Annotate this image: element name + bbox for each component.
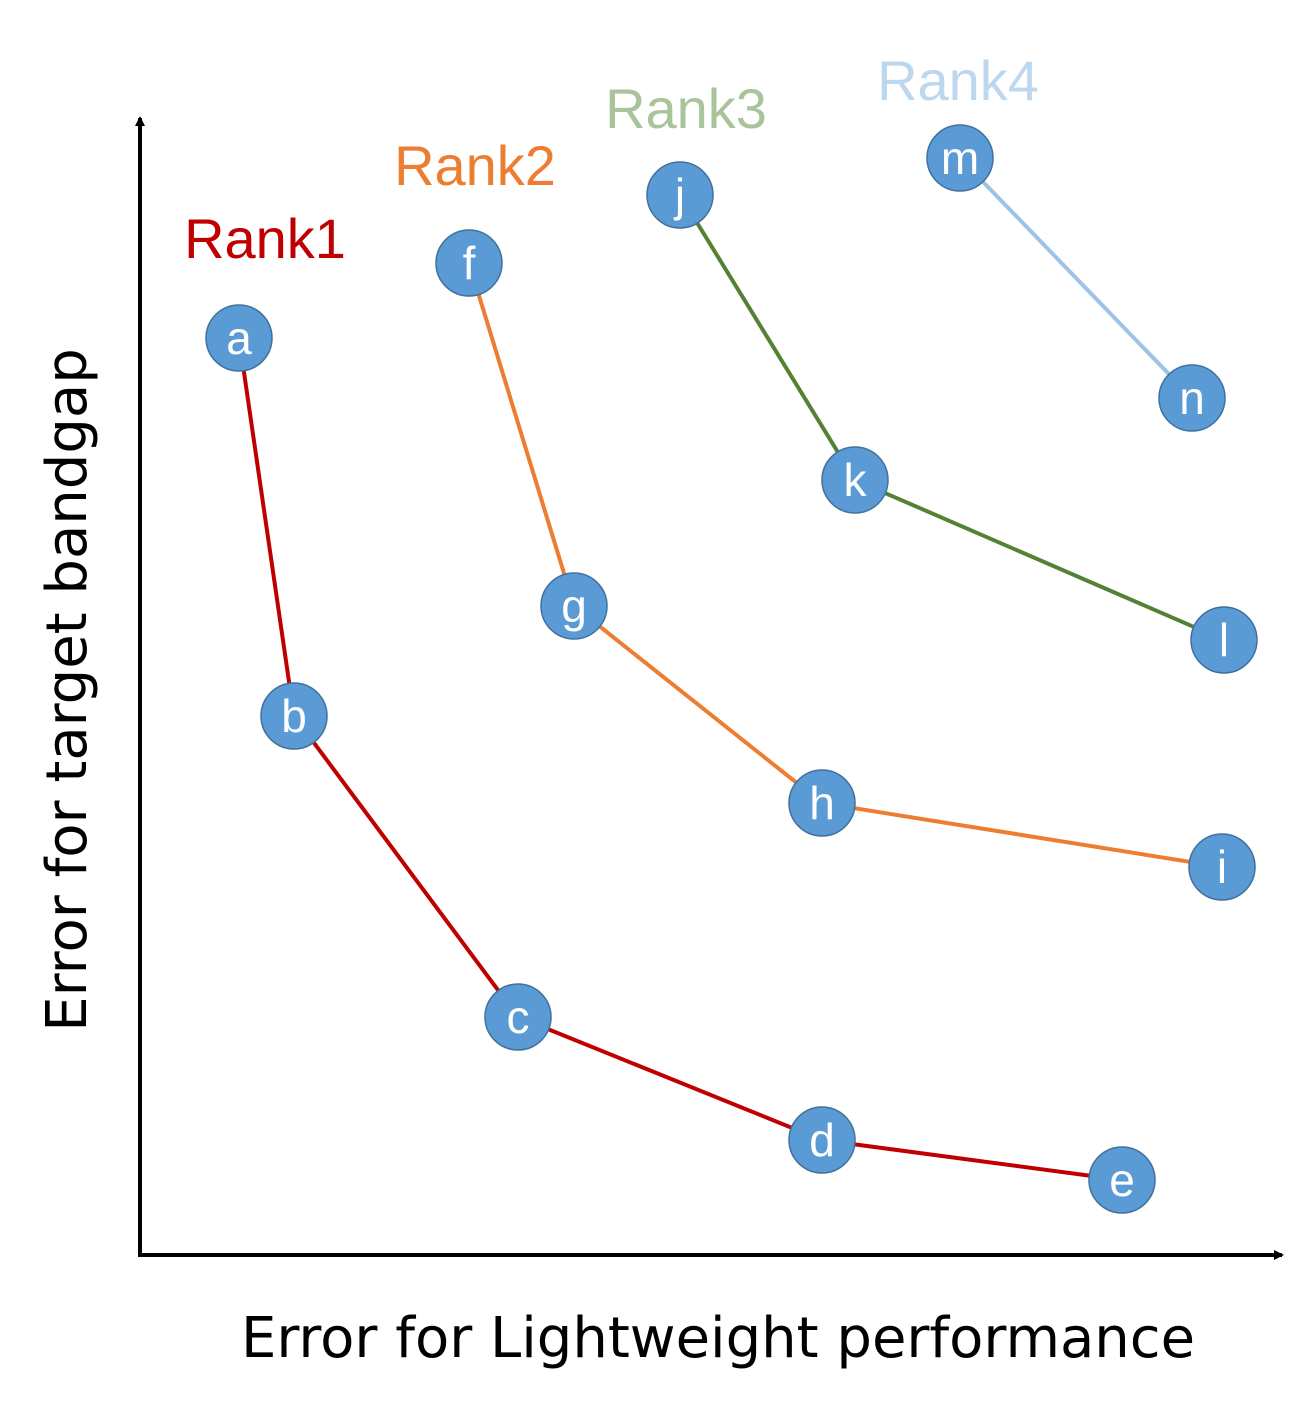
y-axis-label: Error for target bandgap — [35, 348, 100, 1031]
node-label: f — [463, 237, 476, 289]
rank1-line — [237, 337, 1123, 1182]
node-label: b — [281, 690, 307, 742]
rank4-label: Rank4 — [877, 49, 1039, 112]
node-label: i — [1217, 841, 1227, 893]
node-circle — [205, 304, 273, 372]
node-circle — [788, 769, 856, 837]
rank1-label: Rank1 — [184, 207, 346, 270]
node-circle — [540, 572, 608, 640]
node-label: e — [1109, 1154, 1135, 1206]
node-circle — [1190, 606, 1258, 674]
node-circle — [1188, 833, 1256, 901]
node-circle — [646, 161, 714, 229]
node-circle — [1088, 1146, 1156, 1214]
node-circle — [1158, 364, 1226, 432]
node-j: j — [646, 161, 714, 229]
node-m: m — [926, 124, 994, 192]
rank2-label: Rank2 — [394, 134, 556, 197]
node-label: h — [809, 777, 835, 829]
node-a: a — [205, 304, 273, 372]
node-label: j — [673, 169, 685, 221]
node-l: l — [1190, 606, 1258, 674]
node-n: n — [1158, 364, 1226, 432]
rank-nodes: a b c d e f g h i j k l m n — [205, 124, 1258, 1214]
rank3-label: Rank3 — [605, 77, 767, 140]
node-label: k — [844, 454, 868, 506]
node-i: i — [1188, 833, 1256, 901]
node-k: k — [821, 446, 889, 514]
x-axis-label: Error for Lightweight performance — [241, 1306, 1195, 1371]
node-circle — [435, 229, 503, 297]
node-circle — [926, 124, 994, 192]
node-label: l — [1219, 614, 1229, 666]
node-d: d — [788, 1106, 856, 1174]
node-label: m — [941, 132, 979, 184]
node-c: c — [484, 983, 552, 1051]
node-e: e — [1088, 1146, 1156, 1214]
node-b: b — [260, 682, 328, 750]
node-label: c — [507, 991, 530, 1043]
node-g: g — [540, 572, 608, 640]
node-circle — [788, 1106, 856, 1174]
rank3-line — [678, 193, 1225, 642]
node-h: h — [788, 769, 856, 837]
node-label: a — [226, 312, 252, 364]
node-label: g — [561, 580, 587, 632]
node-f: f — [435, 229, 503, 297]
node-circle — [821, 446, 889, 514]
rank-lines — [237, 156, 1225, 1182]
rank4-line — [958, 156, 1194, 400]
node-circle — [260, 682, 328, 750]
node-label: n — [1179, 372, 1205, 424]
rank2-line — [467, 262, 1223, 869]
node-label: d — [809, 1114, 835, 1166]
node-circle — [484, 983, 552, 1051]
